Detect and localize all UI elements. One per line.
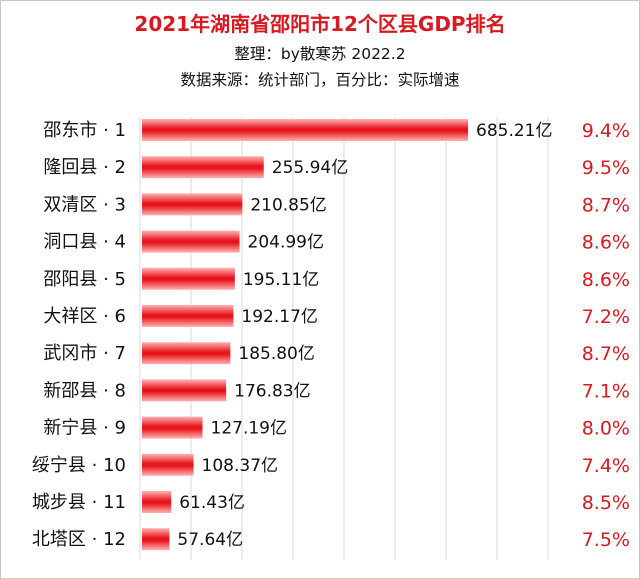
category-label: 北塔区 · 12 [32, 529, 126, 550]
bar [142, 416, 203, 439]
value-label: 685.21亿 [476, 121, 552, 141]
category-label: 邵阳县 · 5 [43, 269, 126, 290]
bar [142, 119, 468, 141]
value-label: 185.80亿 [238, 344, 314, 364]
value-label: 210.85亿 [250, 195, 326, 215]
category-label: 隆回县 · 2 [43, 157, 126, 178]
value-label: 255.94亿 [272, 158, 348, 178]
category-label: 绥宁县 · 10 [32, 455, 126, 476]
category-label: 城步县 · 11 [32, 492, 126, 513]
growth-label: 8.6% [582, 269, 630, 291]
category-label: 武冈市 · 7 [43, 343, 126, 364]
bar [142, 453, 194, 476]
growth-label: 7.4% [582, 455, 630, 477]
bar [142, 230, 240, 253]
value-label: 108.37亿 [202, 456, 278, 476]
growth-label: 8.6% [582, 232, 630, 254]
value-label: 195.11亿 [243, 270, 319, 290]
category-label: 新宁县 · 9 [43, 418, 126, 439]
category-label: 新邵县 · 8 [43, 380, 126, 401]
value-label: 204.99亿 [248, 233, 324, 253]
bar [142, 267, 235, 290]
growth-label: 7.2% [582, 306, 630, 328]
category-label: 洞口县 · 4 [43, 232, 126, 253]
bar [142, 305, 234, 327]
value-label: 61.43亿 [179, 493, 245, 513]
value-label: 176.83亿 [234, 381, 310, 401]
category-label: 大祥区 · 6 [43, 306, 126, 327]
growth-label: 7.1% [582, 380, 630, 402]
growth-label: 8.7% [582, 343, 630, 365]
bar [142, 379, 227, 402]
growth-label: 9.4% [582, 120, 630, 142]
growth-label: 8.0% [582, 418, 630, 440]
growth-label: 8.5% [582, 492, 630, 514]
chart-subtitle-credit: 整理：by散寒苏 2022.2 [234, 45, 406, 63]
bar [142, 491, 172, 513]
bar [142, 528, 170, 551]
growth-label: 7.5% [582, 529, 630, 551]
growth-label: 9.5% [582, 157, 630, 179]
chart-subtitle-source: 数据来源：统计部门，百分比：实际增速 [180, 71, 460, 89]
grid-lines [139, 117, 549, 560]
value-label: 192.17亿 [241, 307, 317, 327]
bar [142, 193, 243, 216]
growth-label: 8.7% [582, 194, 630, 216]
category-label: 邵东市 · 1 [43, 120, 126, 141]
bar [142, 342, 231, 365]
bar [142, 156, 264, 179]
value-label: 127.19亿 [211, 419, 287, 439]
chart-title: 2021年湖南省邵阳市12个区县GDP排名 [134, 12, 506, 36]
category-label: 双清区 · 3 [43, 194, 126, 215]
value-label: 57.64亿 [177, 530, 243, 550]
